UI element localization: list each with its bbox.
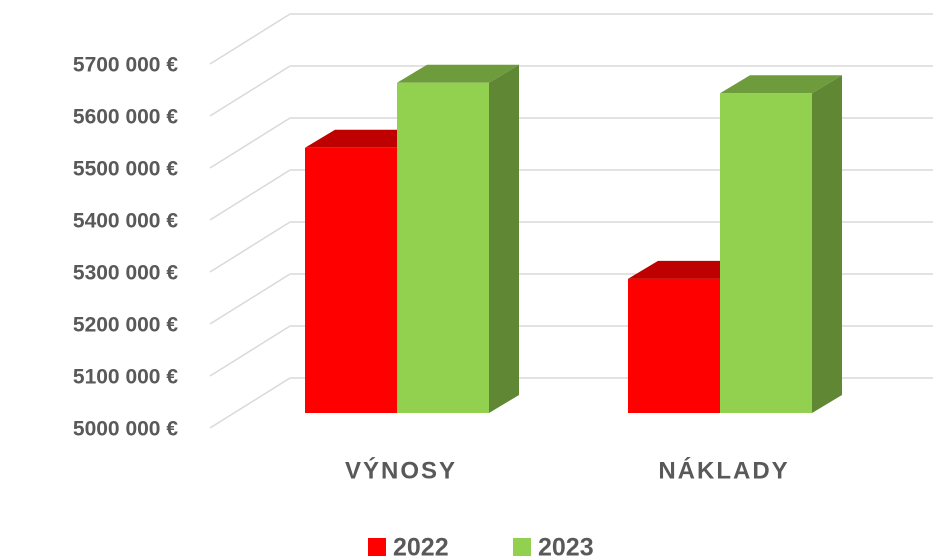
y-tick-label: 5500 000 € (73, 158, 178, 181)
bar-front (397, 82, 489, 414)
legend-label: 2023 (538, 534, 594, 560)
bar-front (305, 147, 397, 414)
y-tick-label: 5300 000 € (73, 262, 178, 285)
grid-line (209, 13, 291, 65)
x-tick-label: NÁKLADY (658, 456, 789, 484)
bar (720, 75, 842, 413)
legend-swatch (368, 538, 386, 556)
bar-top (628, 260, 750, 279)
y-tick-label: 5000 000 € (73, 418, 178, 441)
bar (397, 64, 519, 414)
x-tick-label: VÝNOSY (345, 456, 457, 484)
grid-line (209, 65, 291, 117)
y-tick-label: 5100 000 € (73, 366, 178, 389)
bar-side (812, 75, 842, 413)
y-tick-label: 5600 000 € (73, 106, 178, 129)
bar-front (628, 278, 720, 413)
grid-line (209, 325, 291, 377)
y-tick-label: 5400 000 € (73, 210, 178, 233)
legend-swatch (513, 538, 531, 556)
grid-line (209, 169, 291, 221)
bar-side (489, 64, 519, 414)
y-tick-label: 5200 000 € (73, 314, 178, 337)
bar-front (720, 93, 812, 413)
grid-line (209, 377, 291, 429)
bar-top (305, 129, 427, 148)
bar-top (720, 75, 842, 94)
y-tick-label: 5700 000 € (73, 54, 178, 77)
bar-top (397, 64, 519, 83)
legend-label: 2022 (393, 534, 449, 560)
grid-line (209, 273, 291, 325)
grid-line (209, 221, 291, 273)
grid-line (209, 117, 291, 169)
